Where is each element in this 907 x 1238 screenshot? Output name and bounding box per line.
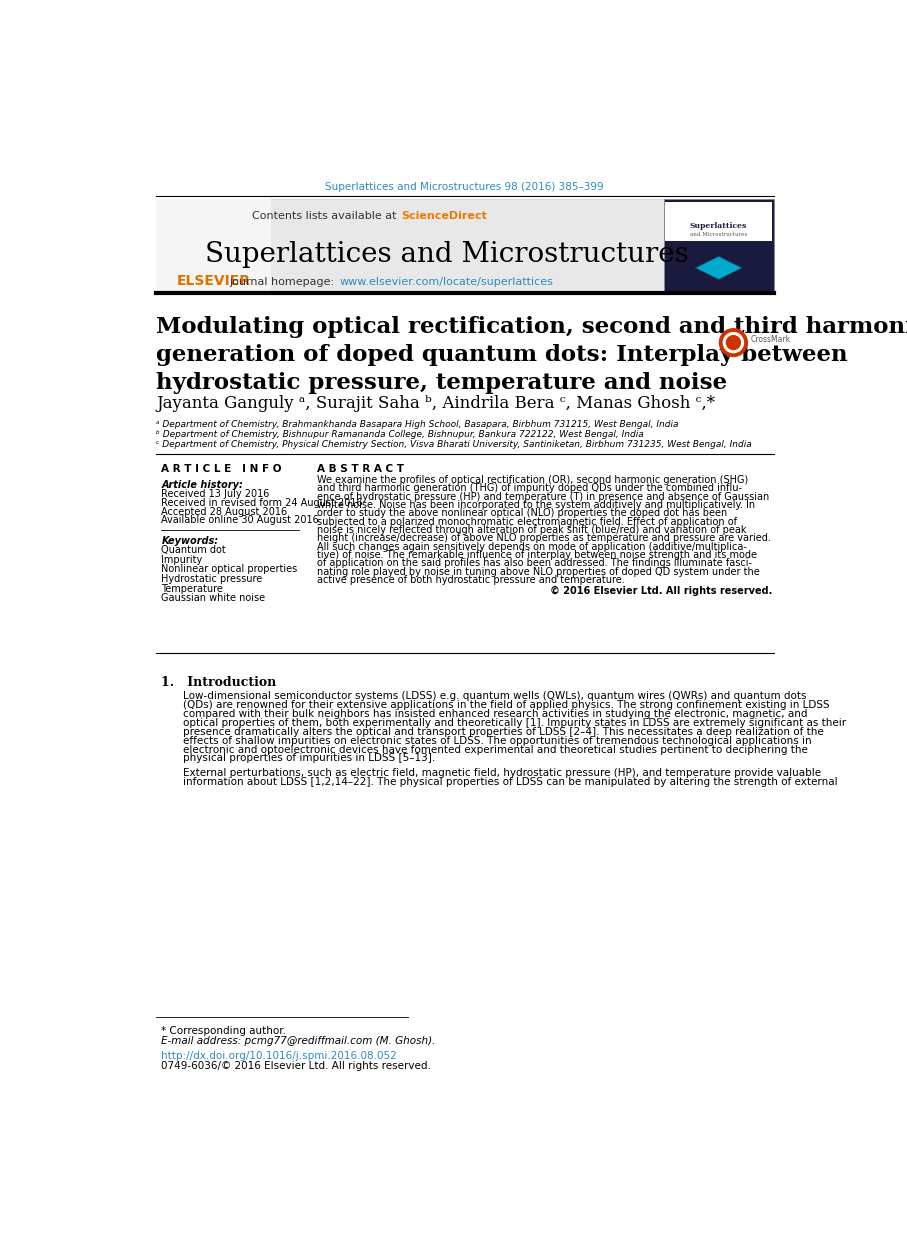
Text: Hydrostatic pressure: Hydrostatic pressure	[161, 574, 263, 584]
Text: CrossMark: CrossMark	[750, 335, 791, 344]
Text: Superlattices: Superlattices	[690, 222, 747, 229]
Text: Jayanta Ganguly ᵃ, Surajit Saha ᵇ, Aindrila Bera ᶜ, Manas Ghosh ᶜ,*: Jayanta Ganguly ᵃ, Surajit Saha ᵇ, Aindr…	[156, 395, 715, 412]
Text: Accepted 28 August 2016: Accepted 28 August 2016	[161, 506, 288, 516]
Text: ELSEVIER: ELSEVIER	[176, 274, 250, 288]
Bar	[156, 198, 772, 291]
Text: physical properties of impurities in LDSS [5–13].: physical properties of impurities in LDS…	[183, 754, 435, 764]
Text: www.elsevier.com/locate/superlattices: www.elsevier.com/locate/superlattices	[340, 277, 553, 287]
Text: noise is nicely reflected through alteration of peak shift (blue/red) and variat: noise is nicely reflected through altera…	[317, 525, 746, 535]
Text: information about LDSS [1,2,14–22]. The physical properties of LDSS can be manip: information about LDSS [1,2,14–22]. The …	[183, 777, 838, 787]
Text: © 2016 Elsevier Ltd. All rights reserved.: © 2016 Elsevier Ltd. All rights reserved…	[550, 586, 772, 595]
Text: Temperature: Temperature	[161, 583, 223, 593]
Text: optical properties of them, both experimentally and theoretically [1]. Impurity : optical properties of them, both experim…	[183, 718, 846, 728]
Text: Article history:: Article history:	[161, 479, 243, 490]
Text: height (increase/decrease) of above NLO properties as temperature and pressure a: height (increase/decrease) of above NLO …	[317, 534, 771, 543]
Text: order to study the above nonlinear optical (NLO) properties the doped dot has be: order to study the above nonlinear optic…	[317, 509, 727, 519]
Text: Superlattices and Microstructures 98 (2016) 385–399: Superlattices and Microstructures 98 (20…	[325, 182, 604, 192]
Text: Quantum dot: Quantum dot	[161, 545, 226, 555]
Text: active presence of both hydrostatic pressure and temperature.: active presence of both hydrostatic pres…	[317, 574, 625, 584]
Text: ence of hydrostatic pressure (HP) and temperature (T) in presence and absence of: ence of hydrostatic pressure (HP) and te…	[317, 491, 769, 501]
Text: subjected to a polarized monochromatic electromagnetic field. Effect of applicat: subjected to a polarized monochromatic e…	[317, 516, 737, 526]
Text: We examine the profiles of optical rectification (OR), second harmonic generatio: We examine the profiles of optical recti…	[317, 475, 748, 485]
Text: (QDs) are renowned for their extensive applications in the field of applied phys: (QDs) are renowned for their extensive a…	[183, 701, 830, 711]
Text: External perturbations, such as electric field, magnetic field, hydrostatic pres: External perturbations, such as electric…	[183, 769, 821, 779]
Text: Received in revised form 24 August 2016: Received in revised form 24 August 2016	[161, 498, 363, 508]
Text: * Corresponding author.: * Corresponding author.	[161, 1026, 287, 1036]
Polygon shape	[696, 256, 742, 280]
Text: white noise. Noise has been incorporated to the system additively and multiplica: white noise. Noise has been incorporated…	[317, 500, 756, 510]
Circle shape	[723, 333, 744, 353]
Bar	[664, 198, 774, 291]
Text: Low-dimensional semiconductor systems (LDSS) e.g. quantum wells (QWLs), quantum : Low-dimensional semiconductor systems (L…	[183, 691, 806, 702]
Text: A R T I C L E   I N F O: A R T I C L E I N F O	[161, 464, 282, 474]
Text: Contents lists available at: Contents lists available at	[252, 212, 400, 222]
Circle shape	[727, 335, 740, 349]
Text: tive) of noise. The remarkable influence of interplay between noise strength and: tive) of noise. The remarkable influence…	[317, 550, 757, 560]
Text: All such changes again sensitively depends on mode of application (additive/mult: All such changes again sensitively depen…	[317, 541, 747, 552]
Text: E-mail address: pcmg77@rediffmail.com (M. Ghosh).: E-mail address: pcmg77@rediffmail.com (M…	[161, 1036, 435, 1046]
Text: electronic and optoelectronic devices have fomented experimental and theoretical: electronic and optoelectronic devices ha…	[183, 744, 808, 754]
Text: ᶜ Department of Chemistry, Physical Chemistry Section, Visva Bharati University,: ᶜ Department of Chemistry, Physical Chem…	[156, 439, 752, 448]
Text: 0749-6036/© 2016 Elsevier Ltd. All rights reserved.: 0749-6036/© 2016 Elsevier Ltd. All right…	[161, 1061, 432, 1071]
Text: and third harmonic generation (THG) of impurity doped QDs under the combined inf: and third harmonic generation (THG) of i…	[317, 483, 742, 494]
Text: ᵃ Department of Chemistry, Brahmankhanda Basapara High School, Basapara, Birbhum: ᵃ Department of Chemistry, Brahmankhanda…	[156, 420, 678, 428]
Text: and Microstructures: and Microstructures	[690, 233, 747, 238]
Text: Superlattices and Microstructures: Superlattices and Microstructures	[205, 241, 688, 269]
Text: 1.   Introduction: 1. Introduction	[161, 676, 277, 690]
Text: http://dx.doi.org/10.1016/j.spmi.2016.08.052: http://dx.doi.org/10.1016/j.spmi.2016.08…	[161, 1051, 397, 1061]
Text: Received 13 July 2016: Received 13 July 2016	[161, 489, 269, 499]
Text: Nonlinear optical properties: Nonlinear optical properties	[161, 565, 297, 574]
Text: generation of doped quantum dots: Interplay between: generation of doped quantum dots: Interp…	[156, 344, 848, 366]
Text: compared with their bulk neighbors has insisted enhanced research activities in : compared with their bulk neighbors has i…	[183, 709, 807, 719]
Text: effects of shallow impurities on electronic states of LDSS. The opportunities of: effects of shallow impurities on electro…	[183, 735, 812, 745]
Text: Gaussian white noise: Gaussian white noise	[161, 593, 266, 603]
Text: of application on the said profiles has also been addressed. The findings illumi: of application on the said profiles has …	[317, 558, 752, 568]
Text: hydrostatic pressure, temperature and noise: hydrostatic pressure, temperature and no…	[156, 371, 727, 394]
Text: Modulating optical rectification, second and third harmonic: Modulating optical rectification, second…	[156, 317, 907, 338]
Bar	[156, 198, 270, 291]
Text: ᵇ Department of Chemistry, Bishnupur Ramananda College, Bishnupur, Bankura 72212: ᵇ Department of Chemistry, Bishnupur Ram…	[156, 430, 644, 438]
Bar	[665, 203, 772, 241]
Text: presence dramatically alters the optical and transport properties of LDSS [2–4].: presence dramatically alters the optical…	[183, 727, 824, 737]
Text: Impurity: Impurity	[161, 555, 202, 565]
Text: ScienceDirect: ScienceDirect	[402, 212, 487, 222]
Text: A B S T R A C T: A B S T R A C T	[317, 464, 405, 474]
Text: nating role played by noise in tuning above NLO properties of doped QD system un: nating role played by noise in tuning ab…	[317, 567, 760, 577]
Circle shape	[719, 329, 747, 357]
Text: journal homepage:: journal homepage:	[229, 277, 338, 287]
Text: Available online 30 August 2016: Available online 30 August 2016	[161, 515, 319, 525]
Text: Keywords:: Keywords:	[161, 536, 219, 546]
